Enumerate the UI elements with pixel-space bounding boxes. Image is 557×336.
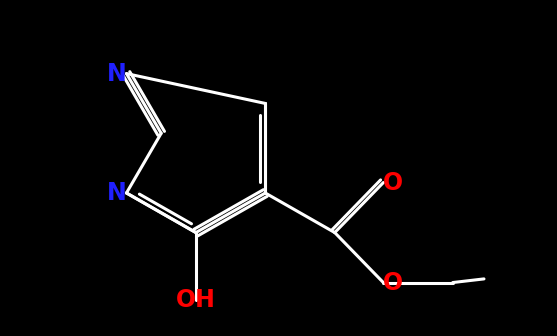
Text: OH: OH — [176, 288, 216, 312]
Text: N: N — [107, 181, 126, 205]
Text: O: O — [383, 270, 403, 295]
Text: N: N — [107, 61, 126, 86]
Text: O: O — [383, 171, 403, 195]
